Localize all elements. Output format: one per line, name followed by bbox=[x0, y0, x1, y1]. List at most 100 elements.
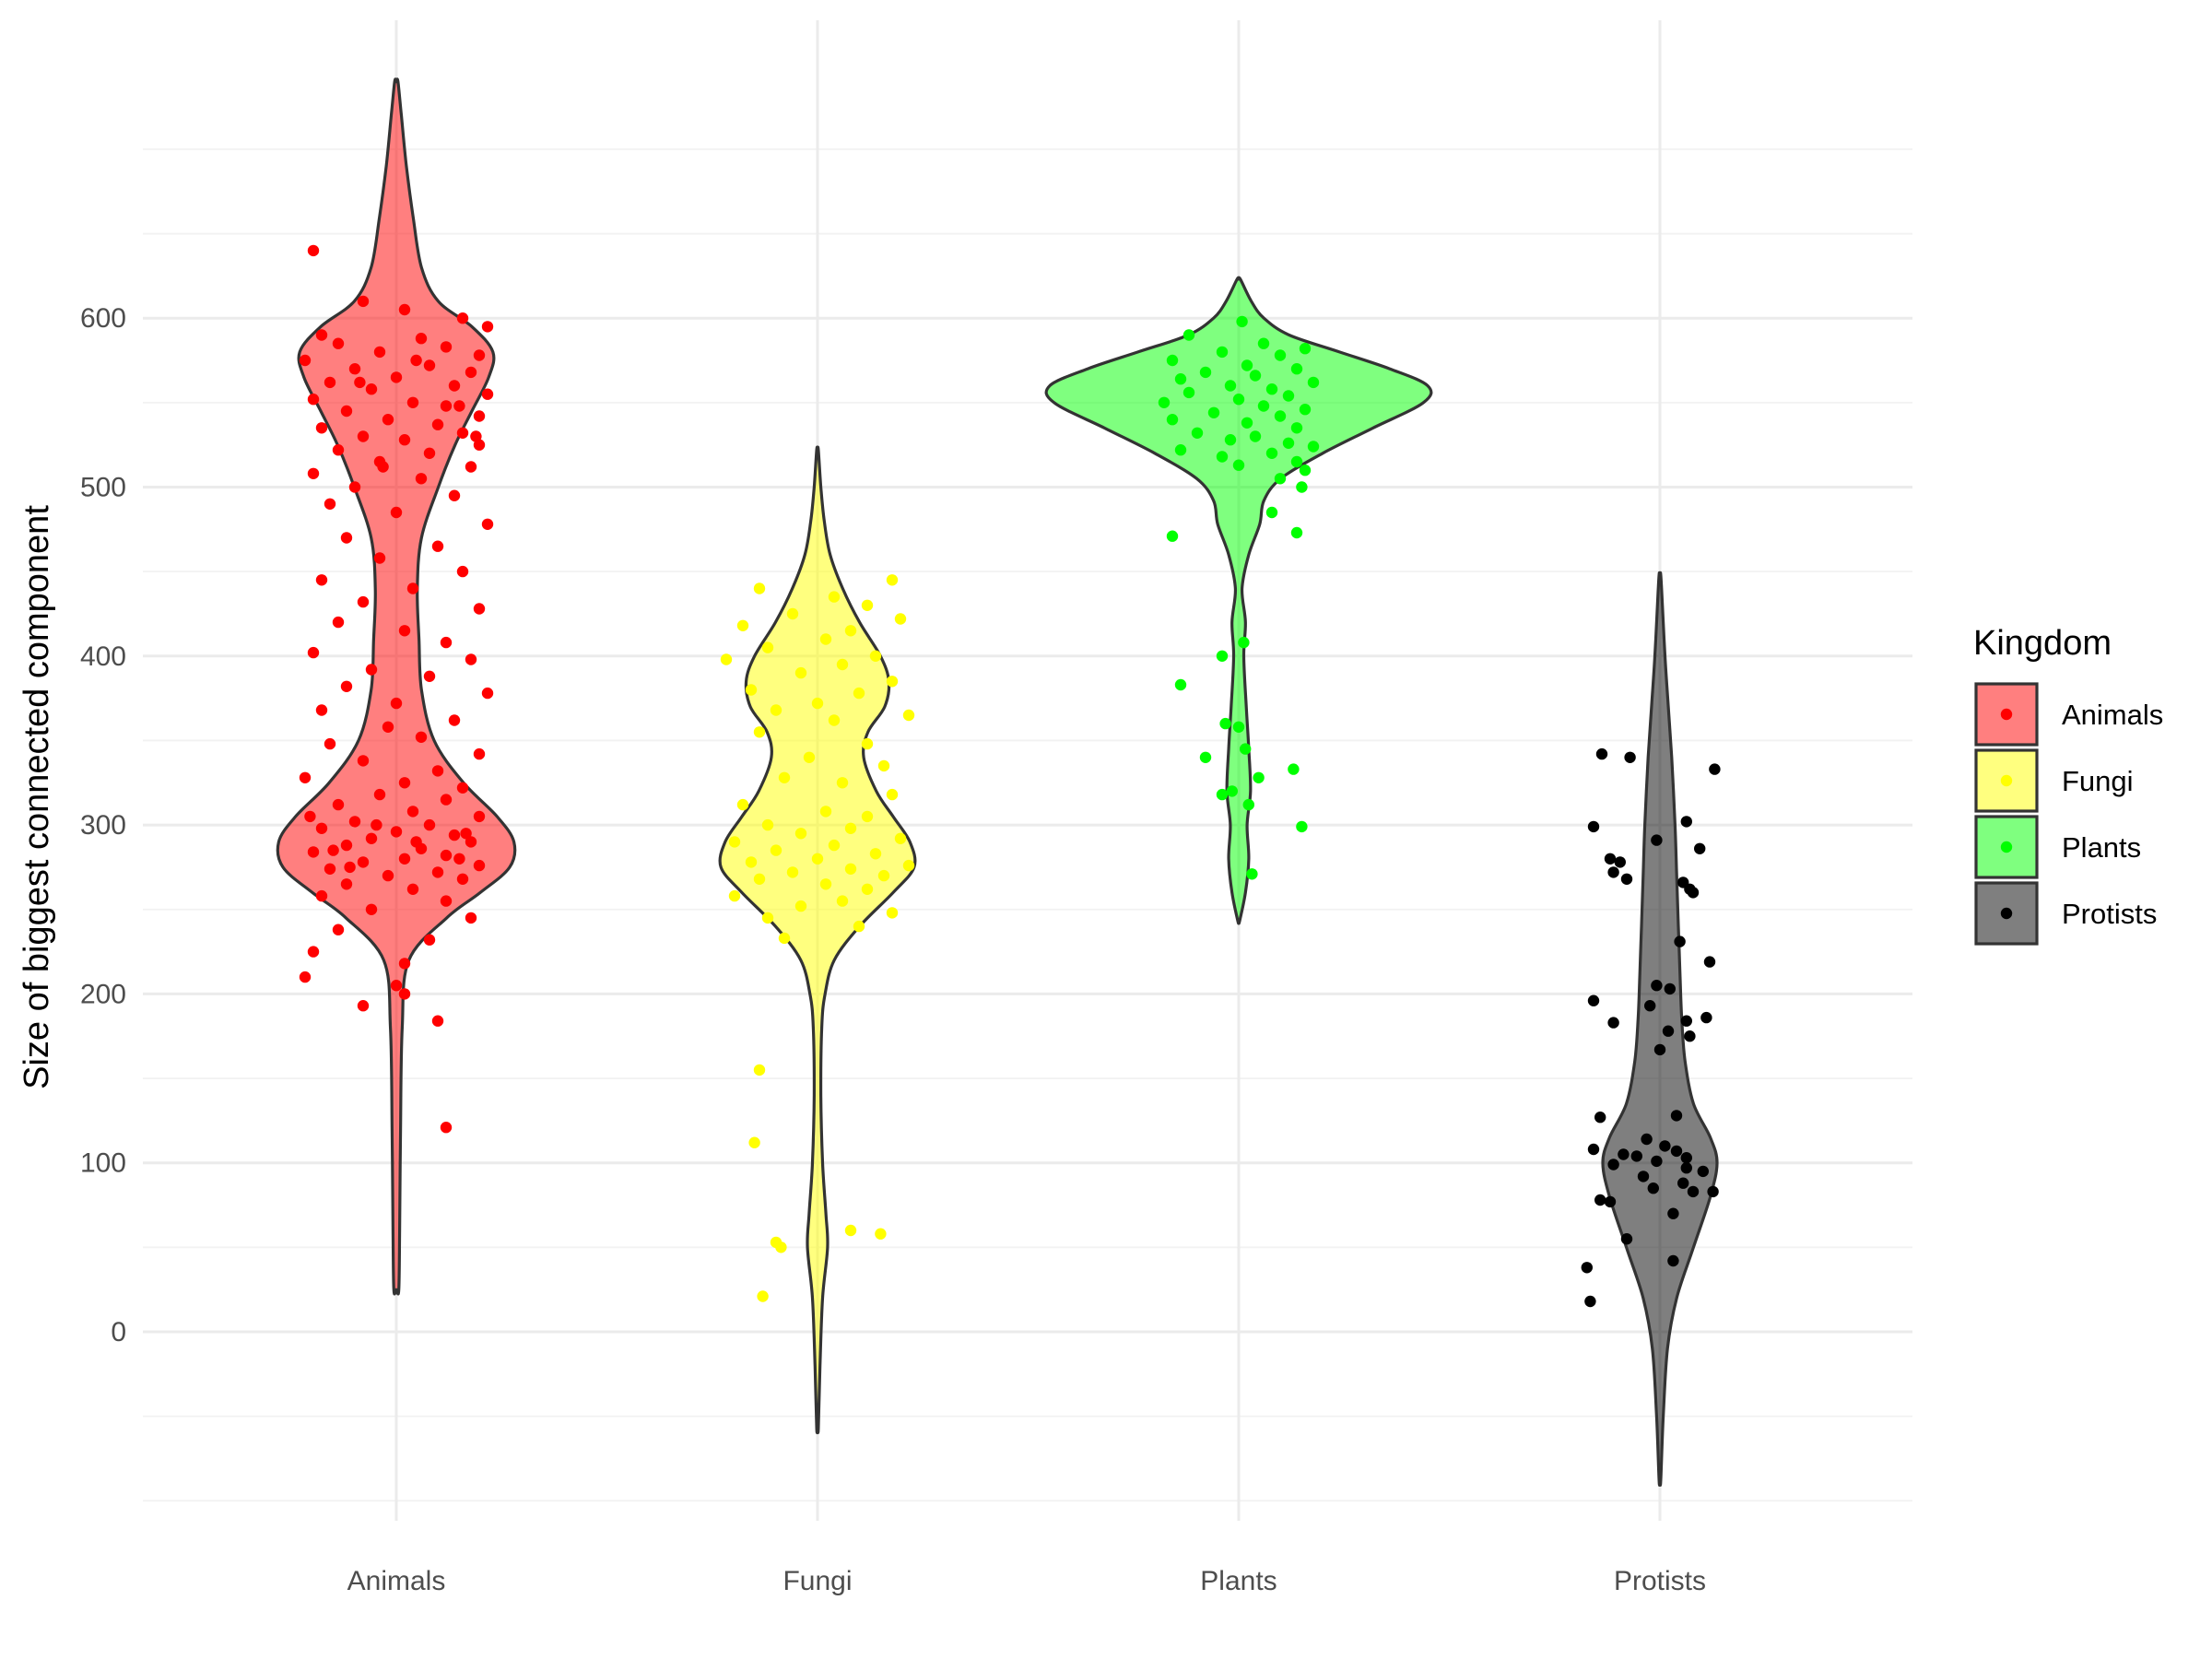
point-fungi bbox=[748, 1136, 760, 1148]
point-plants bbox=[1249, 430, 1262, 442]
point-fungi bbox=[770, 844, 782, 856]
point-fungi bbox=[753, 1064, 766, 1077]
point-animals bbox=[431, 1015, 444, 1027]
violin-animals bbox=[276, 77, 517, 1296]
point-animals bbox=[431, 540, 444, 552]
point-animals bbox=[473, 810, 486, 823]
point-animals bbox=[315, 422, 328, 434]
point-animals bbox=[415, 731, 428, 743]
point-animals bbox=[332, 444, 345, 456]
point-fungi bbox=[736, 798, 749, 811]
point-plants bbox=[1224, 434, 1237, 446]
point-animals bbox=[340, 878, 353, 890]
point-protists bbox=[1697, 1165, 1710, 1178]
point-plants bbox=[1274, 473, 1287, 485]
point-animals bbox=[473, 410, 486, 422]
point-animals bbox=[390, 371, 403, 383]
point-animals bbox=[357, 595, 370, 608]
point-protists bbox=[1687, 1185, 1700, 1198]
point-animals bbox=[390, 826, 403, 838]
point-animals bbox=[377, 461, 389, 473]
point-plants bbox=[1274, 410, 1287, 422]
point-plants bbox=[1238, 636, 1250, 649]
point-fungi bbox=[836, 895, 849, 907]
point-animals bbox=[390, 980, 403, 992]
point-fungi bbox=[803, 751, 816, 763]
legend-key bbox=[1974, 748, 2039, 813]
point-animals bbox=[315, 822, 328, 834]
point-plants bbox=[1290, 363, 1303, 375]
point-fungi bbox=[861, 737, 874, 750]
point-animals bbox=[307, 244, 320, 257]
point-plants bbox=[1158, 396, 1171, 408]
point-plants bbox=[1307, 441, 1320, 453]
point-plants bbox=[1274, 349, 1287, 361]
point-plants bbox=[1296, 820, 1308, 833]
legend-key bbox=[1974, 682, 2039, 747]
point-plants bbox=[1191, 427, 1204, 439]
point-animals bbox=[365, 383, 378, 395]
point-protists bbox=[1707, 1185, 1719, 1198]
point-fungi bbox=[869, 848, 882, 860]
point-animals bbox=[307, 946, 320, 958]
x-tick-label: Plants bbox=[1200, 1566, 1277, 1596]
point-protists bbox=[1684, 1030, 1696, 1042]
point-plants bbox=[1290, 526, 1303, 539]
y-tick-label: 600 bbox=[80, 303, 126, 334]
point-protists bbox=[1670, 1110, 1683, 1122]
x-tick-label: Protists bbox=[1614, 1566, 1706, 1596]
legend-label: Plants bbox=[2062, 831, 2141, 864]
legend-label: Fungi bbox=[2062, 765, 2134, 797]
point-protists bbox=[1594, 1194, 1606, 1206]
point-protists bbox=[1674, 935, 1686, 947]
point-animals bbox=[440, 794, 453, 806]
point-plants bbox=[1182, 329, 1195, 341]
point-plants bbox=[1182, 386, 1195, 399]
point-animals bbox=[324, 737, 336, 750]
point-animals bbox=[324, 376, 336, 389]
legend-item-plants: Plants bbox=[1974, 815, 2141, 879]
point-fungi bbox=[753, 873, 766, 885]
point-animals bbox=[357, 295, 370, 308]
point-fungi bbox=[728, 836, 741, 848]
point-animals bbox=[465, 653, 477, 665]
point-animals bbox=[332, 798, 345, 811]
point-protists bbox=[1709, 763, 1721, 775]
point-animals bbox=[373, 552, 386, 564]
point-animals bbox=[453, 853, 465, 865]
point-plants bbox=[1307, 376, 1320, 389]
point-fungi bbox=[875, 1228, 887, 1240]
point-animals bbox=[340, 532, 353, 544]
point-fungi bbox=[720, 653, 733, 665]
point-protists bbox=[1587, 994, 1600, 1006]
point-animals bbox=[373, 788, 386, 801]
point-fungi bbox=[819, 633, 832, 645]
point-animals bbox=[398, 303, 411, 316]
point-animals bbox=[373, 346, 386, 359]
y-tick-label: 300 bbox=[80, 810, 126, 841]
point-animals bbox=[340, 405, 353, 418]
point-protists bbox=[1604, 1195, 1617, 1208]
point-plants bbox=[1199, 751, 1212, 763]
point-animals bbox=[315, 574, 328, 586]
point-animals bbox=[357, 755, 370, 767]
legend-label: Animals bbox=[2062, 699, 2163, 731]
point-protists bbox=[1680, 816, 1693, 828]
point-fungi bbox=[828, 839, 841, 852]
point-animals bbox=[423, 359, 436, 371]
legend-items: Animals Fungi Plants Protists bbox=[1974, 682, 2163, 946]
point-animals bbox=[357, 856, 370, 868]
point-protists bbox=[1667, 1207, 1679, 1219]
point-animals bbox=[332, 337, 345, 349]
point-fungi bbox=[728, 889, 741, 902]
legend-label: Protists bbox=[2062, 898, 2157, 930]
point-plants bbox=[1174, 444, 1187, 456]
point-fungi bbox=[794, 828, 807, 840]
point-plants bbox=[1265, 383, 1278, 395]
point-protists bbox=[1604, 853, 1617, 865]
point-animals bbox=[473, 349, 486, 361]
point-animals bbox=[324, 863, 336, 875]
point-animals bbox=[473, 603, 486, 615]
point-plants bbox=[1240, 743, 1252, 755]
point-animals bbox=[410, 354, 422, 367]
